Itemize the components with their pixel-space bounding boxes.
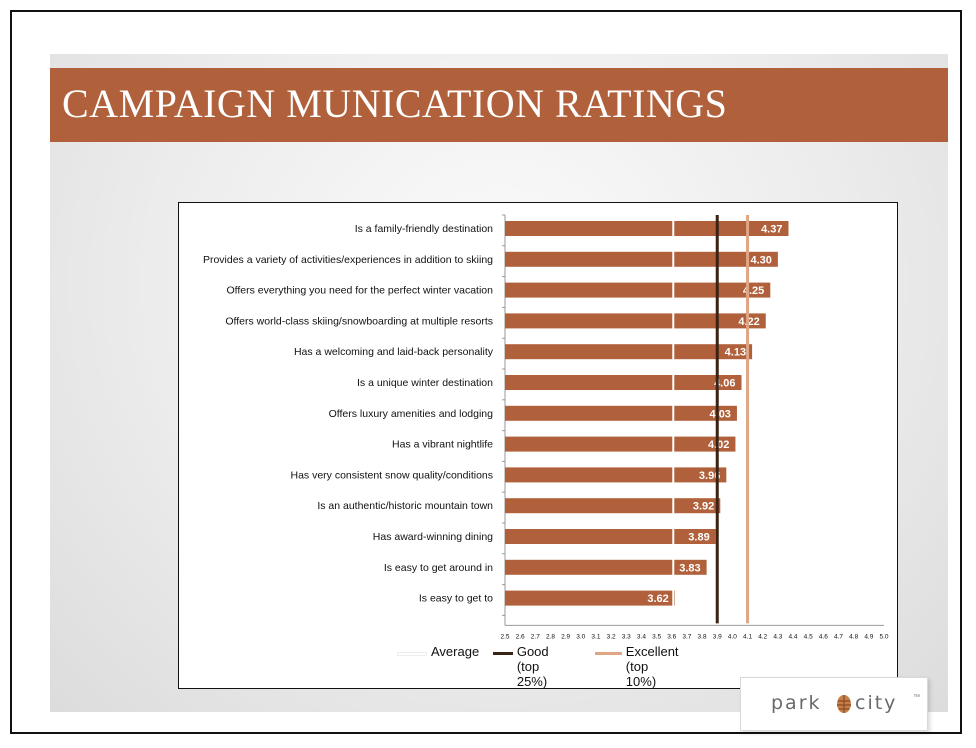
pinecone-icon: [837, 695, 851, 713]
slide: CAMPAIGN MUNICATION RATINGS Is a family-…: [50, 54, 948, 712]
legend-excellent-label: Excellent: [625, 644, 679, 659]
x-tick-label: 3.4: [637, 633, 646, 640]
logo-city-text: city: [855, 692, 898, 714]
legend-excellent-swatch: [595, 652, 622, 655]
x-tick-label: 3.6: [667, 633, 676, 640]
legend-average-swatch: [397, 652, 427, 656]
bar-value-label: 4.13: [725, 347, 746, 359]
x-tick-label: 2.7: [531, 633, 540, 640]
bar: [505, 405, 737, 421]
bar: [505, 375, 742, 390]
bar: [505, 282, 771, 298]
category-label: Is a family-friendly destination: [355, 223, 493, 235]
bar: [505, 436, 736, 452]
category-label: Is easy to get around in: [384, 562, 493, 574]
bar: [505, 498, 721, 514]
x-tick-label: 4.2: [758, 633, 767, 640]
legend-excellent-sublabel: (top 10%): [625, 659, 657, 689]
x-tick-label: 3.8: [698, 633, 707, 640]
category-label: Provides a variety of activities/experie…: [203, 254, 493, 266]
bar-value-label: 3.92: [693, 501, 714, 513]
x-tick-label: 5.0: [879, 633, 888, 640]
x-tick-label: 4.7: [834, 633, 843, 640]
chart-panel: Is a family-friendly destination 4.37 Prov…: [178, 202, 898, 689]
category-label: Has a welcoming and laid-back personalit…: [294, 346, 494, 358]
x-tick-label: 3.0: [576, 633, 585, 640]
x-tick-label: 4.5: [804, 633, 813, 640]
bar-value-label: 4.06: [714, 378, 735, 390]
x-tick-label: 4.3: [773, 633, 782, 640]
x-tick-label: 3.5: [652, 633, 661, 640]
category-label: Is easy to get to: [419, 593, 493, 605]
bar-chart: Is a family-friendly destination 4.37 Prov…: [203, 214, 889, 640]
category-label: Offers everything you need for the perfe…: [226, 285, 493, 297]
park-city-logo: park city ™: [740, 677, 928, 731]
legend-good-sublabel: (top 25%): [516, 659, 548, 689]
legend-average: Average: [397, 644, 479, 659]
legend-good: Good (top 25%): [493, 644, 557, 689]
x-tick-label: 4.6: [819, 633, 828, 640]
x-tick-label: 2.8: [546, 633, 555, 640]
bar-value-label: 3.96: [699, 470, 720, 482]
x-tick-label: 3.2: [607, 633, 616, 640]
legend-good-label: Good: [516, 644, 549, 659]
x-tick-label: 4.1: [743, 633, 752, 640]
x-tick-label: 2.9: [561, 633, 570, 640]
legend-average-label: Average: [431, 644, 480, 659]
x-tick-label: 3.9: [713, 633, 722, 640]
legend-good-swatch: [493, 652, 513, 655]
category-label: Is an authentic/historic mountain town: [317, 500, 493, 512]
x-tick-label: 3.7: [682, 633, 691, 640]
bar: [505, 590, 675, 606]
x-tick-label: 2.6: [516, 633, 525, 640]
bar: [505, 529, 716, 544]
category-label: Has a vibrant nightlife: [392, 439, 493, 451]
x-tick-label: 4.4: [789, 633, 798, 640]
x-tick-label: 4.9: [864, 633, 873, 640]
bar-value-label: 3.62: [647, 593, 668, 605]
title-band: CAMPAIGN MUNICATION RATINGS: [50, 68, 948, 142]
category-label: Offers luxury amenities and lodging: [329, 408, 494, 420]
trademark-mark: ™: [913, 694, 920, 701]
bar: [505, 221, 789, 236]
slide-frame: CAMPAIGN MUNICATION RATINGS Is a family-…: [10, 10, 962, 734]
bar: [505, 344, 753, 360]
bar-value-label: 4.37: [761, 224, 782, 236]
x-tick-label: 3.1: [591, 633, 600, 640]
bar-value-label: 4.03: [710, 408, 731, 420]
bar: [505, 251, 778, 267]
bar: [505, 313, 766, 329]
x-tick-label: 4.8: [849, 633, 858, 640]
slide-title: CAMPAIGN MUNICATION RATINGS: [62, 81, 728, 126]
logo-park-text: park: [771, 692, 822, 714]
category-label: Has very consistent snow quality/conditi…: [290, 469, 493, 481]
bar: [505, 559, 707, 575]
bar-value-label: 4.30: [750, 254, 771, 266]
bar-value-label: 3.83: [679, 562, 700, 574]
legend-excellent: Excellent (top 10%): [595, 644, 680, 689]
x-tick-label: 2.5: [500, 633, 509, 640]
category-label: Offers world-class skiing/snowboarding a…: [225, 315, 493, 327]
bar: [505, 467, 727, 483]
category-label: Has award-winning dining: [373, 531, 493, 543]
x-tick-label: 4.0: [728, 633, 737, 640]
bar-value-label: 3.89: [688, 532, 709, 544]
x-tick-label: 3.3: [622, 633, 631, 640]
category-label: Is a unique winter destination: [357, 377, 493, 389]
